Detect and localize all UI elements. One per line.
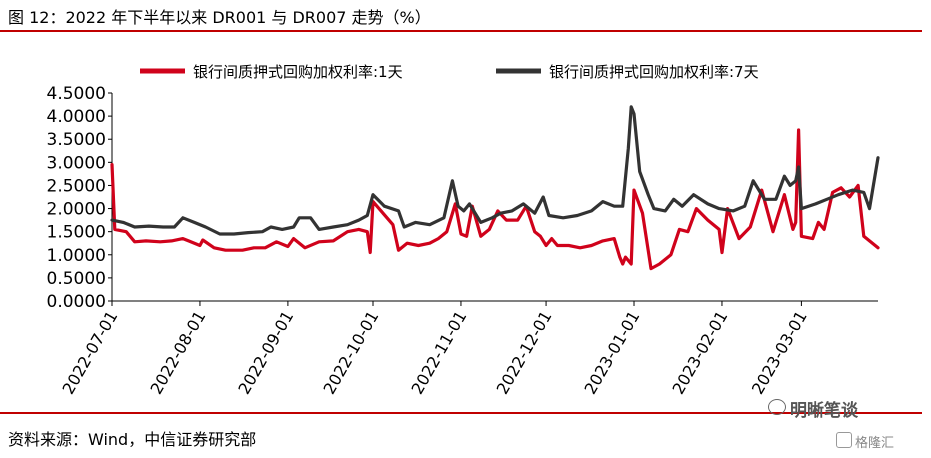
series-line-7d bbox=[110, 105, 880, 236]
x-tick-label: 2022-07-01 bbox=[59, 308, 122, 398]
x-tick-label: 2022-08-01 bbox=[146, 308, 209, 398]
legend: 银行间质押式回购加权利率:1天 银行间质押式回购加权利率:7天 bbox=[140, 63, 759, 81]
x-tick-label: 2022-10-01 bbox=[320, 308, 383, 398]
watermark-text: 明晰笔谈 bbox=[790, 401, 858, 421]
x-tick-label: 2023-03-01 bbox=[748, 308, 811, 398]
y-tick-label: 0.5000 bbox=[47, 269, 106, 289]
top-rule bbox=[0, 30, 922, 32]
line-chart: 银行间质押式回购加权利率:1天 银行间质押式回购加权利率:7天 0.0000 0.… bbox=[47, 63, 880, 398]
x-tick-label: 2023-01-01 bbox=[581, 308, 644, 398]
bottom-rule bbox=[0, 412, 922, 414]
legend-label-1d: 银行间质押式回购加权利率:1天 bbox=[193, 63, 403, 81]
y-tick-label: 3.0000 bbox=[47, 153, 106, 173]
y-tick-label: 3.5000 bbox=[47, 130, 106, 150]
watermark-text-2: 格隆汇 bbox=[855, 436, 895, 451]
source-note: 资料来源：Wind，中信证券研究部 bbox=[8, 430, 257, 449]
x-tick-label: 2022-11-01 bbox=[407, 308, 470, 398]
series-lines bbox=[110, 105, 880, 271]
figure-title: 图 12：2022 年下半年以来 DR001 与 DR007 走势（%） bbox=[8, 8, 431, 27]
y-tick-label: 4.0000 bbox=[47, 107, 106, 127]
wechat-icon bbox=[768, 399, 786, 415]
y-tick-label: 1.0000 bbox=[47, 246, 106, 266]
y-tick-label: 2.0000 bbox=[47, 200, 106, 220]
x-tick-label: 2022-12-01 bbox=[493, 308, 556, 398]
x-tick-label: 2023-02-01 bbox=[668, 308, 731, 398]
series-line-1d bbox=[110, 128, 880, 271]
legend-label-7d: 银行间质押式回购加权利率:7天 bbox=[549, 63, 759, 81]
y-tick-label: 0.0000 bbox=[47, 292, 106, 312]
y-tick-label: 2.5000 bbox=[47, 176, 106, 196]
y-tick-label: 4.5000 bbox=[47, 84, 106, 104]
gelonghui-logo-icon bbox=[836, 432, 852, 448]
y-tick-label: 1.5000 bbox=[47, 223, 106, 243]
x-tick-label: 2022-09-01 bbox=[234, 308, 297, 398]
